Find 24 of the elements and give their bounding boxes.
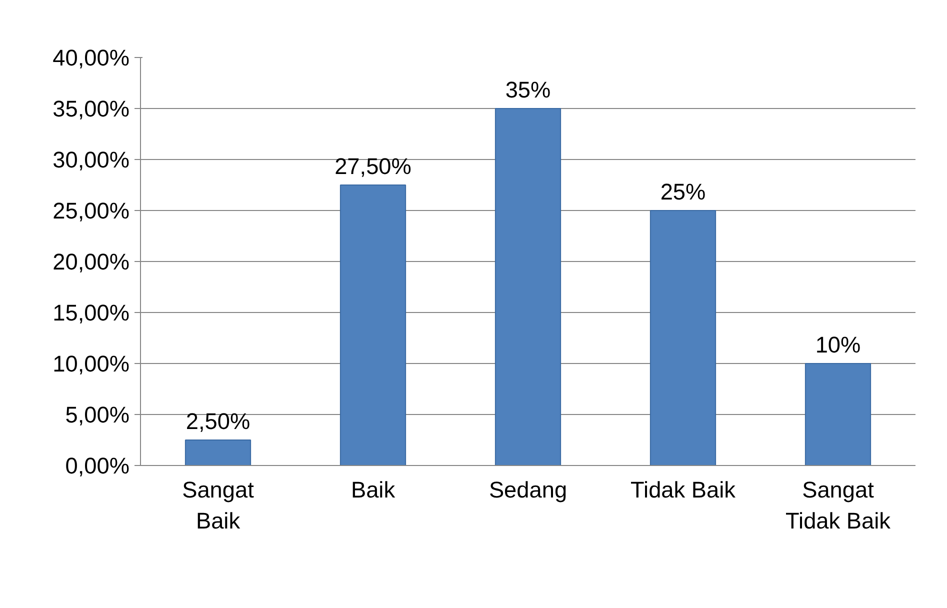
x-tick-label: Baik [350, 476, 396, 502]
bar [340, 184, 406, 466]
y-tick-label: 40,00% [52, 44, 130, 70]
bar [494, 108, 562, 466]
y-tick-label: 10,00% [52, 350, 130, 376]
data-label: 35% [505, 76, 551, 102]
y-tick-label: 15,00% [52, 300, 130, 326]
x-tick-label: Tidak Baik [630, 476, 736, 502]
x-tick-label: Sangat Tidak Baik [786, 476, 892, 534]
x-tick-label: Sedang [488, 476, 568, 502]
data-label: 2,50% [186, 408, 250, 434]
y-tick-label: 25,00% [52, 198, 130, 224]
y-tick-label: 35,00% [52, 96, 130, 122]
y-tick-label: 30,00% [52, 146, 130, 172]
data-label: 27,50% [334, 153, 412, 179]
bar [184, 440, 252, 466]
bar [650, 210, 716, 466]
y-tick-label: 20,00% [52, 248, 130, 274]
data-label: 10% [815, 332, 861, 358]
x-tick-label: Sangat Baik [182, 476, 255, 534]
data-label: 25% [660, 178, 706, 204]
bar [804, 363, 872, 466]
y-tick-label: 0,00% [65, 452, 130, 478]
y-tick-label: 5,00% [65, 402, 130, 428]
